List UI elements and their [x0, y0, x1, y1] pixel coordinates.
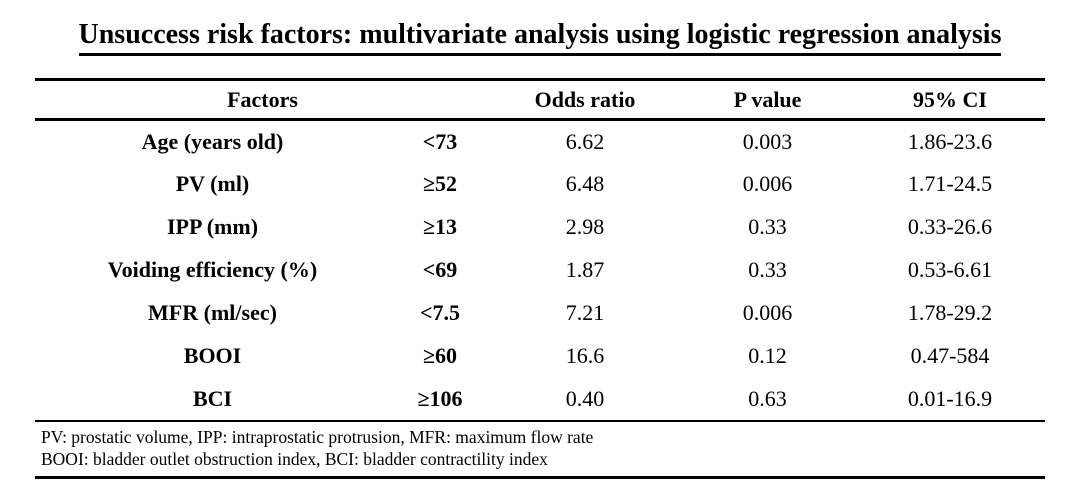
p-value-cell: 0.003 — [742, 128, 793, 154]
factor-cell: BCI — [35, 377, 390, 422]
table-row: Age (years old) <73 6.62 0.003 1.86-23.6 — [35, 120, 1045, 163]
factor-cell: Voiding efficiency (%) — [107, 257, 318, 282]
figure-title-text: Unsuccess risk factors: multivariate ana… — [78, 19, 1002, 56]
odds-ratio-cell: 2.98 — [565, 214, 605, 239]
table-row: MFR (ml/sec) <7.5 7.21 0.006 1.78-29.2 — [35, 292, 1045, 335]
col-header-factors: Factors — [35, 79, 491, 121]
factor-cell: PV (ml) — [175, 171, 250, 196]
threshold-cell: ≥13 — [422, 214, 458, 239]
p-value-cell: 0.006 — [742, 300, 793, 325]
odds-ratio-cell: 16.6 — [565, 343, 605, 368]
table-row: IPP (mm) ≥13 2.98 0.33 0.33-26.6 — [35, 206, 1045, 249]
threshold-cell: <7.5 — [419, 300, 461, 325]
p-value-cell: 0.33 — [748, 257, 787, 282]
odds-ratio-cell: 6.48 — [565, 171, 605, 196]
p-value-cell: 0.006 — [742, 171, 793, 196]
footnote-abbreviations-2: BOOI: bladder outlet obstruction index, … — [41, 448, 548, 469]
ci-cell: 1.71-24.5 — [907, 171, 993, 196]
p-value-cell: 0.12 — [748, 343, 787, 368]
factor-cell: BOOI — [183, 343, 242, 368]
table-row: Voiding efficiency (%) <69 1.87 0.33 0.5… — [35, 249, 1045, 292]
ci-cell: 0.53-6.61 — [907, 257, 993, 282]
factor-cell: IPP (mm) — [166, 214, 259, 239]
table-row: BOOI ≥60 16.6 0.12 0.47-584 — [35, 335, 1045, 378]
odds-ratio-cell: 6.62 — [565, 128, 605, 154]
odds-ratio-cell: 1.87 — [565, 257, 605, 282]
col-header-p-value: P value — [680, 79, 856, 121]
results-table-wrapper: Factors Odds ratio P value 95% CI Age (y… — [35, 78, 1046, 479]
table-row: PV (ml) ≥52 6.48 0.006 1.71-24.5 — [35, 163, 1045, 206]
odds-ratio-cell: 0.40 — [490, 377, 681, 422]
ci-cell: 0.01-16.9 — [855, 377, 1046, 422]
threshold-cell: ≥106 — [390, 377, 491, 422]
factor-cell: MFR (ml/sec) — [148, 300, 277, 325]
results-table: Factors Odds ratio P value 95% CI Age (y… — [35, 78, 1046, 422]
threshold-cell: <73 — [422, 128, 458, 154]
table-row: BCI ≥106 0.40 0.63 0.01-16.9 — [35, 377, 1046, 422]
figure-title: Unsuccess risk factors: multivariate ana… — [0, 19, 1080, 56]
col-header-95ci: 95% CI — [855, 79, 1046, 121]
ci-cell: 0.33-26.6 — [907, 214, 993, 239]
threshold-cell: ≥52 — [422, 171, 458, 196]
header-row: Factors Odds ratio P value 95% CI — [35, 79, 1046, 121]
p-value-cell: 0.63 — [680, 377, 856, 422]
threshold-cell: ≥60 — [422, 343, 458, 368]
footnote-abbreviations-1: PV: prostatic volume, IPP: intraprostati… — [41, 426, 594, 447]
table-footnotes: PV: prostatic volume, IPP: intraprostati… — [35, 422, 1045, 479]
col-header-odds-ratio: Odds ratio — [490, 79, 681, 121]
odds-ratio-cell: 7.21 — [565, 300, 605, 325]
ci-cell: 0.47-584 — [910, 343, 990, 368]
factor-cell: Age (years old) — [141, 128, 284, 154]
ci-cell: 1.78-29.2 — [907, 300, 993, 325]
ci-cell: 1.86-23.6 — [907, 128, 993, 154]
threshold-cell: <69 — [422, 257, 458, 282]
p-value-cell: 0.33 — [748, 214, 787, 239]
